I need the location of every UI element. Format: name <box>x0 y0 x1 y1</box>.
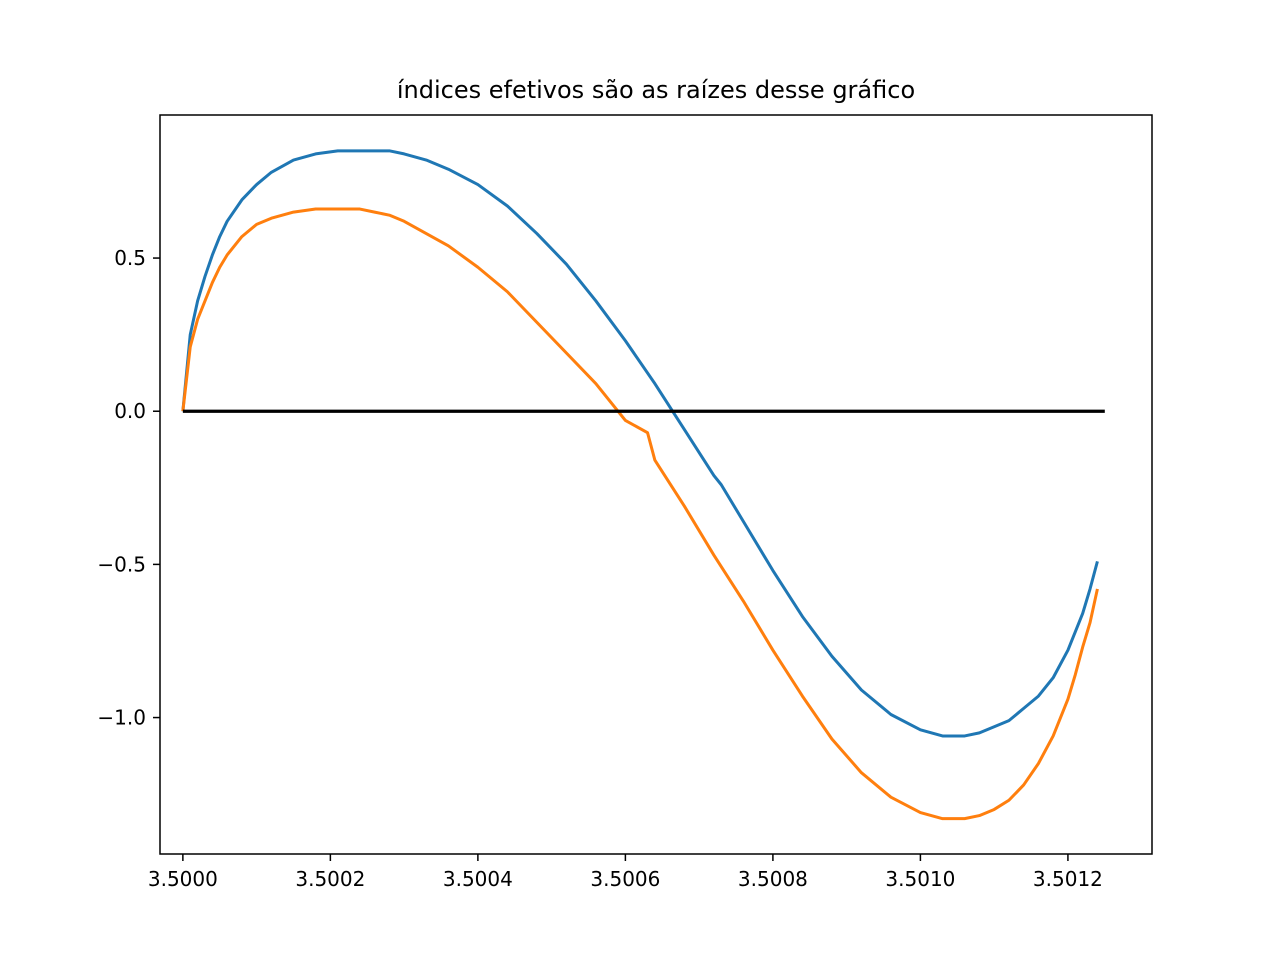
x-tick-label: 3.5012 <box>1033 867 1103 891</box>
plot-frame <box>159 114 1153 855</box>
y-tick-label: −1.0 <box>97 706 146 730</box>
x-tick-label: 3.5010 <box>885 867 955 891</box>
x-tick-label: 3.5008 <box>738 867 808 891</box>
series-line-2 <box>181 207 1099 821</box>
y-axis: 0.5 0.0 −0.5 −1.0 <box>97 246 160 730</box>
y-tick-label: 0.0 <box>114 399 146 423</box>
x-tick-label: 3.5006 <box>590 867 660 891</box>
y-tick-label: −0.5 <box>97 552 146 576</box>
chart-title: índices efetivos são as raízes desse grá… <box>397 76 915 104</box>
y-tick-label: 0.5 <box>114 246 146 270</box>
series-line-1 <box>181 149 1099 738</box>
x-tick-label: 3.5000 <box>148 867 218 891</box>
x-tick-label: 3.5004 <box>443 867 513 891</box>
x-tick-label: 3.5002 <box>295 867 365 891</box>
series-layer <box>181 149 1105 821</box>
x-axis: 3.5000 3.5002 3.5004 3.5006 3.5008 3.5010 3.50… <box>148 854 1103 891</box>
